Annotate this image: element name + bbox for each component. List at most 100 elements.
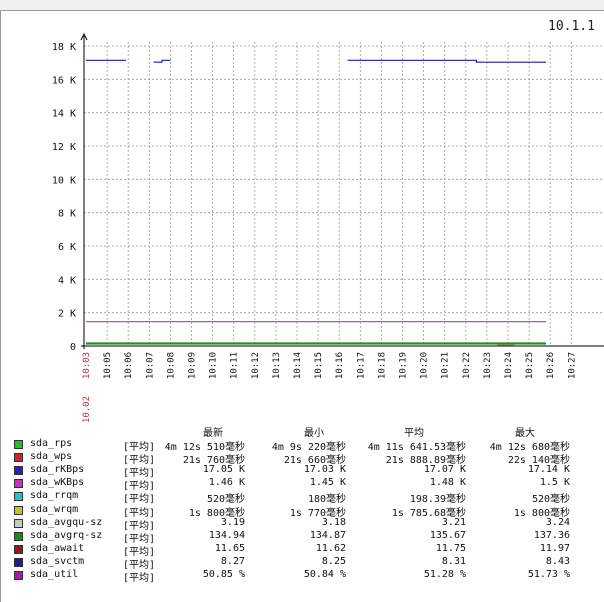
legend-swatch [14,466,23,476]
legend-value: 51.28 % [423,569,466,580]
legend-series-name: sda_rrqm [30,490,79,502]
y-tick-label: 12 K [52,142,76,153]
legend-value: 11.75 [435,542,466,554]
legend-swatch [14,479,23,489]
legend-series-name: sda_wrqm [30,503,79,515]
legend-value: 21s 888.89毫秒 [385,455,466,467]
legend-value: 4m 11s 641.53毫秒 [367,442,466,453]
x-tick-label: 10:09 [188,352,198,379]
graph-title: 10.1.1 [548,19,595,34]
x-tick-label: 10:17 [356,352,366,379]
legend-value: 8.31 [441,555,466,567]
legend-aggregate: [平均] [123,494,156,506]
x-date-label: 10.02 [82,396,92,423]
x-tick-label: 10:14 [293,352,303,379]
legend-swatch [14,492,23,502]
y-tick-label: 10 K [52,175,76,186]
legend-value: 135.67 [429,529,466,541]
x-tick-label: 10:20 [420,352,430,379]
legend-value: 50.84 % [303,569,346,580]
legend-row: sda_wps [平均] 21s 760毫秒 21s 660毫秒 21s 888.89毫… [14,451,604,467]
legend-value: 1s 785.68毫秒 [391,507,466,519]
legend-series-name: sda_wps [30,451,73,463]
legend-series-name: sda_avgrq-sz [30,529,103,541]
series-line-sda_rKBps [153,59,171,63]
x-tick-label: 10:19 [399,352,409,379]
legend-value: 11.62 [315,542,346,554]
x-tick-label: 10:21 [441,352,451,379]
x-tick-label: 10:27 [567,352,577,379]
x-tick-label: 10:23 [483,352,493,379]
legend-value: 520毫秒 [206,494,245,506]
legend-value: 4m 9s 220毫秒 [271,442,346,453]
y-tick-label: 2 K [58,309,76,320]
legend-value: 520毫秒 [531,494,570,506]
legend-value: 11.65 [214,542,245,554]
x-tick-label: 10:16 [335,352,345,379]
legend-swatch [14,557,23,567]
legend-value: 21s 660毫秒 [283,455,346,467]
legend-swatch [14,571,23,580]
line-chart: 0 2 K 4 K 6 K 8 K 10 K 12 K 14 K 16 K 18 K 10:03 10… [52,32,604,423]
legend-series-name: sda_rps [30,438,73,449]
x-tick-label: 10:11 [230,352,240,379]
legend-row: sda_avgqu-sz [平均] 3.19 3.18 3.21 3.24 [14,516,604,532]
legend-row: sda_avgrq-sz [平均] 134.94 134.87 135.67 137.36 [14,529,604,545]
legend-row: sda_wrqm [平均] 1s 800毫秒 1s 770毫秒 1s 785.68毫秒 1… [14,503,604,519]
legend-value: 1s 770毫秒 [289,507,346,519]
legend-value: 8.43 [545,555,570,567]
legend-aggregate: [平均] [123,481,156,493]
y-axis-arrow [80,32,88,41]
x-tick-label: 10:07 [145,352,155,379]
x-tick-label: 10:18 [377,352,387,379]
legend-value: 11.97 [539,542,570,554]
legend-value: 51.73 % [527,569,570,580]
legend-value: 3.18 [321,516,346,528]
legend-aggregate: [平均] [123,520,156,532]
legend-value: 4m 12s 510毫秒 [164,442,245,453]
legend-value: 198.39毫秒 [409,494,466,506]
series-line-sda_rKBps [347,59,546,63]
legend-swatch [14,453,23,463]
legend-row: sda_wKBps [平均] 1.46 K 1.45 K 1.48 K 1.5 K [14,477,604,493]
legend-value: 17.05 K [202,464,245,476]
legend-aggregate: [平均] [123,442,156,453]
legend-row: sda_svctm [平均] 8.27 8.25 8.31 8.43 [14,555,604,571]
legend-value: 134.87 [309,529,346,541]
legend-aggregate: [平均] [123,507,156,519]
legend-value: 3.24 [545,516,570,528]
y-tick-label: 0 [70,342,76,353]
legend-aggregate: [平均] [123,455,156,467]
legend-aggregate: [平均] [123,559,156,571]
legend-swatch [14,531,23,541]
legend-header: 最小 [304,428,324,439]
legend-value: 21s 760毫秒 [182,455,245,467]
legend-row: sda_rKBps [平均] 17.05 K 17.03 K 17.07 K 17.14 … [14,464,604,479]
legend-row: sda_rrqm [平均] 520毫秒 180毫秒 198.39毫秒 520毫秒 [14,490,604,506]
x-tick-label: 10:05 [103,352,113,379]
legend-swatch [14,505,23,515]
legend-value: 1.45 K [309,477,346,489]
x-tick-label: 10:24 [504,352,514,379]
legend-value: 1.48 K [429,477,466,489]
legend-series-name: sda_wKBps [30,477,85,489]
legend-value: 17.03 K [303,464,346,476]
y-tick-label: 16 K [52,75,76,86]
x-tick-label: 10:13 [272,352,282,379]
legend-series-name: sda_avgqu-sz [30,516,103,528]
legend-aggregate: [平均] [123,546,156,558]
y-tick-label: 6 K [58,242,76,253]
legend-aggregate: [平均] [123,573,156,584]
legend-header: 最大 [515,428,535,439]
legend-value: 8.25 [321,555,346,567]
x-tick-label: 10:08 [166,352,176,379]
legend-row: sda_rps [平均] 4m 12s 510毫秒 4m 9s 220毫秒 4m 11s… [14,438,604,453]
x-tick-label: 10:12 [251,352,261,379]
legend-value: 1s 800毫秒 [188,507,245,519]
legend-series-name: sda_svctm [30,555,85,567]
x-tick-label: 10:22 [462,352,472,379]
legend-value: 3.19 [220,516,245,528]
legend-aggregate: [平均] [123,533,156,545]
graph-panel [0,10,604,602]
